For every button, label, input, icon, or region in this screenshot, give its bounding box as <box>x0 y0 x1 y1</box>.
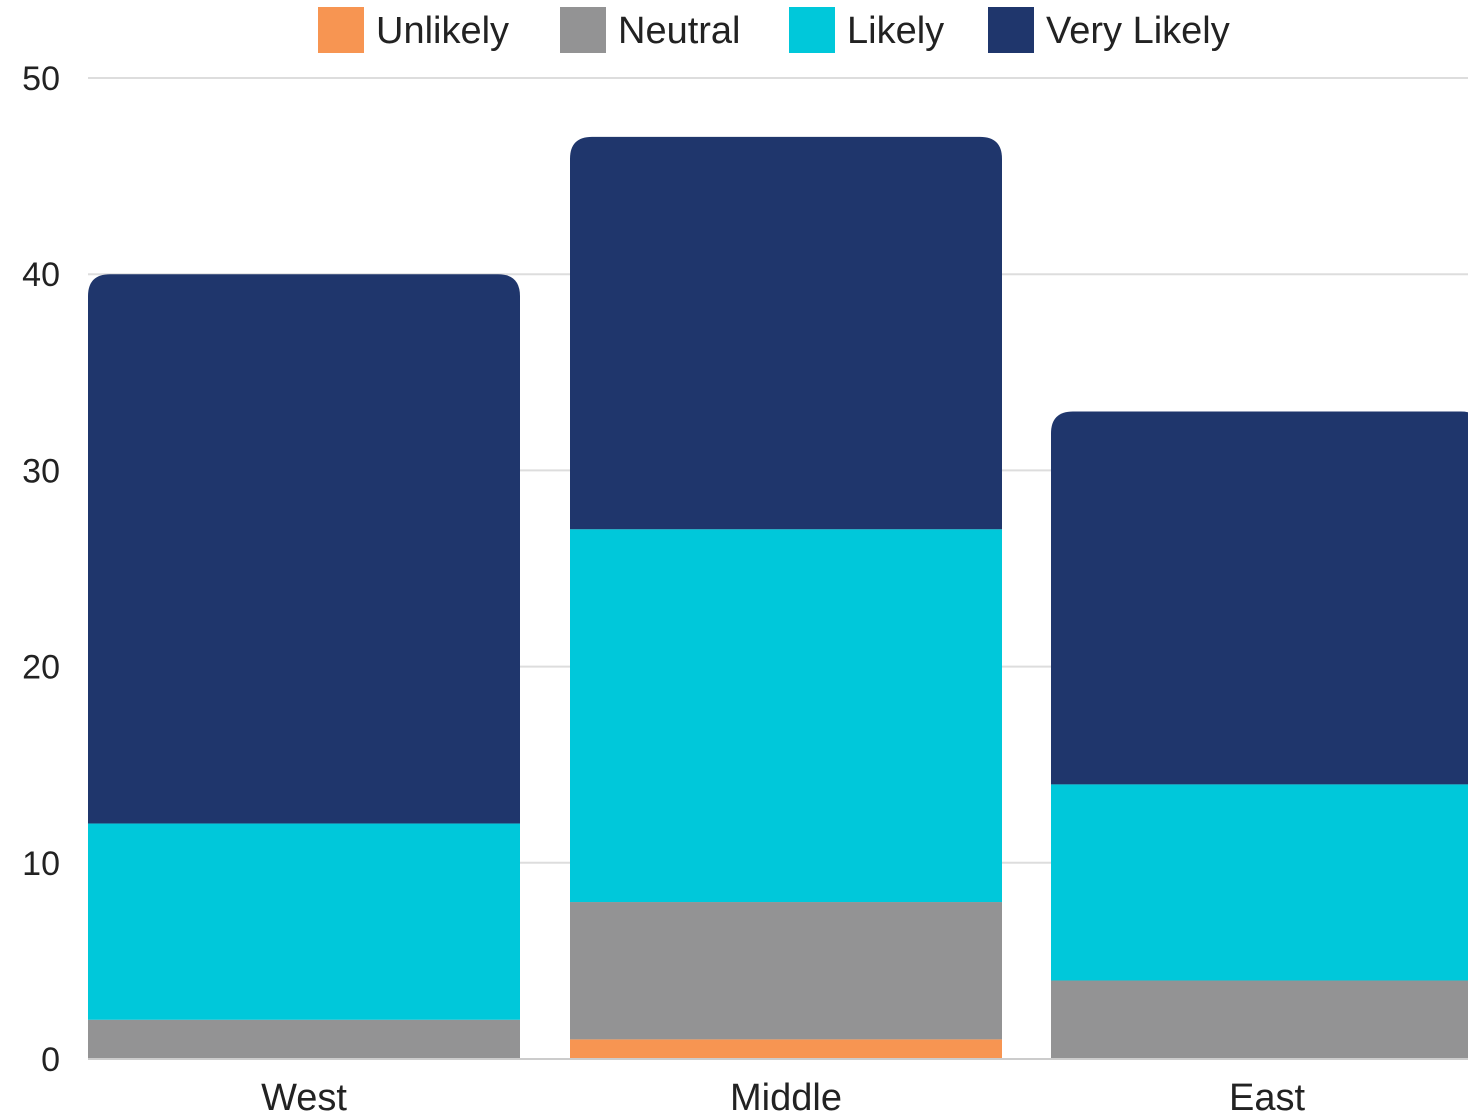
legend-item-neutral[interactable]: Neutral <box>560 7 741 53</box>
legend-swatch-very-likely <box>988 7 1034 53</box>
legend-item-very-likely[interactable]: Very Likely <box>988 7 1230 53</box>
bar-east-likely <box>1051 784 1468 981</box>
y-tick-label-50: 50 <box>22 60 60 98</box>
y-tick-label-30: 30 <box>22 452 60 490</box>
bar-group-east <box>1051 411 1468 1059</box>
bar-middle-very-likely <box>570 136 1002 530</box>
y-tick-label-20: 20 <box>22 649 60 687</box>
bar-west-likely <box>88 823 520 1020</box>
y-tick-label-40: 40 <box>22 256 60 294</box>
bar-group-middle <box>570 136 1002 1059</box>
legend-swatch-unlikely <box>318 7 364 53</box>
legend-label-unlikely: Unlikely <box>376 10 509 52</box>
legend-item-unlikely[interactable]: Unlikely <box>318 7 509 53</box>
bar-east-very-likely <box>1051 411 1468 785</box>
bar-middle-neutral <box>570 902 1002 1040</box>
bar-middle-unlikely <box>570 1039 1002 1059</box>
x-axis: West Middle East <box>88 1058 1468 1117</box>
legend: Unlikely Neutral Likely Very Likely <box>318 7 1230 53</box>
x-tick-label-east: East <box>1229 1077 1305 1117</box>
legend-label-neutral: Neutral <box>618 10 741 52</box>
legend-item-likely[interactable]: Likely <box>789 7 944 53</box>
legend-label-likely: Likely <box>847 10 944 52</box>
bar-middle-likely <box>570 529 1002 903</box>
y-tick-label-10: 10 <box>22 845 60 883</box>
legend-swatch-likely <box>789 7 835 53</box>
x-tick-label-west: West <box>261 1077 347 1117</box>
bar-east-neutral <box>1051 980 1468 1059</box>
y-axis: 0 10 20 30 40 50 <box>22 60 60 1079</box>
bar-west-neutral <box>88 1019 520 1059</box>
bar-group-west <box>88 274 520 1059</box>
bars <box>88 136 1468 1059</box>
legend-label-very-likely: Very Likely <box>1046 10 1230 52</box>
x-tick-label-middle: Middle <box>730 1077 842 1117</box>
y-tick-label-0: 0 <box>41 1041 60 1079</box>
legend-swatch-neutral <box>560 7 606 53</box>
bar-west-very-likely <box>88 274 520 824</box>
